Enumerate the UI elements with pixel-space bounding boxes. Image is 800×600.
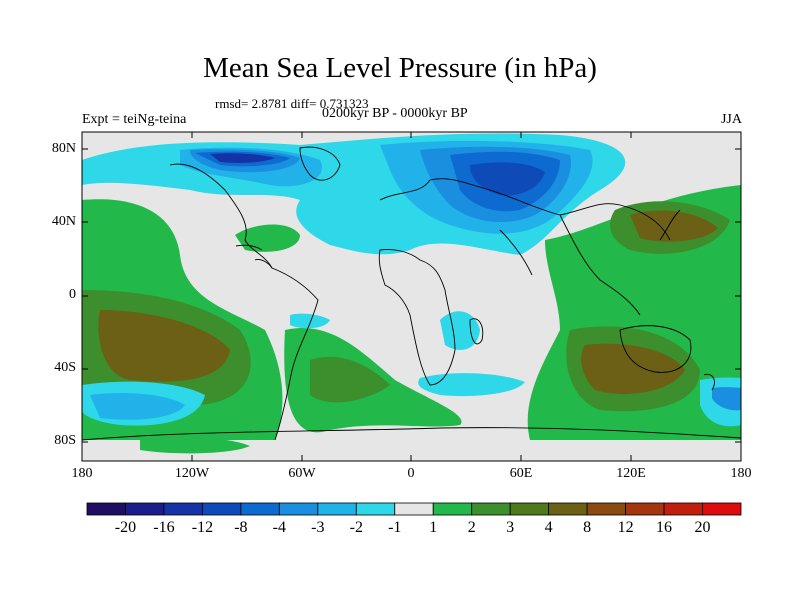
period-line: 0200kyr BP - 0000kyr BP <box>322 106 468 121</box>
season-label: JJA <box>720 112 742 127</box>
colorbar-swatch <box>471 502 511 516</box>
colorbar-swatch <box>355 502 396 516</box>
colorbar-label: 2 <box>467 519 476 536</box>
colorbar-swatch <box>586 502 626 516</box>
colorbar-label: -16 <box>153 519 175 536</box>
colorbar-label: -3 <box>311 519 325 536</box>
anomaly-region <box>140 437 250 454</box>
anomaly-region <box>235 224 300 252</box>
colorbar-swatch <box>125 502 165 516</box>
colorbar-swatch <box>163 502 203 516</box>
colorbar-swatch <box>317 502 357 516</box>
anomaly-region <box>90 393 185 420</box>
colorbar-label: 20 <box>694 519 711 536</box>
colorbar-swatch <box>432 502 473 516</box>
x-tick-label: 60W <box>288 466 316 481</box>
anomaly-region <box>418 373 525 397</box>
x-tick-label: 180 <box>730 466 752 481</box>
x-tick-label: 0 <box>407 466 415 481</box>
colorbar-swatch <box>278 502 319 516</box>
coastlines <box>82 146 741 441</box>
anomaly-region <box>210 153 275 163</box>
colorbar-swatch <box>86 502 126 516</box>
plot-title: Mean Sea Level Pressure (in hPa) <box>203 52 597 84</box>
colorbar-swatch <box>240 502 280 516</box>
colorbar-label: 12 <box>617 519 634 536</box>
y-tick-label: 40S <box>54 360 76 375</box>
colorbar-label: 3 <box>506 519 515 536</box>
colorbar-label: -20 <box>114 519 137 536</box>
colorbar-swatch <box>394 502 434 516</box>
anomaly-region <box>98 310 230 382</box>
anomaly-region <box>310 356 390 403</box>
anomaly-region <box>290 313 330 329</box>
x-tick-label: 120W <box>174 466 210 481</box>
y-tick-label: 0 <box>69 287 76 302</box>
colorbar-swatch <box>202 502 242 516</box>
x-tick-label: 60E <box>509 466 533 481</box>
y-tick-label: 40N <box>51 214 76 229</box>
colorbar-label: -1 <box>388 519 402 536</box>
colorbar-swatch <box>548 502 588 516</box>
colorbar-label: -4 <box>272 519 286 536</box>
colorbar-swatch <box>663 502 703 516</box>
anomaly-region <box>712 387 741 411</box>
y-tick-label: 80S <box>54 433 76 448</box>
colorbar <box>86 502 742 516</box>
experiment-label: Expt = teiNg-teina <box>82 112 187 127</box>
x-tick-label: 180 <box>71 466 93 481</box>
colorbar-swatch <box>509 502 550 516</box>
colorbar-label: 1 <box>429 519 438 536</box>
y-tick-label: 80N <box>51 141 76 156</box>
colorbar-label: -12 <box>191 519 214 536</box>
colorbar-label: -2 <box>349 519 363 536</box>
stats-line: rmsd= 2.8781 diff= 0.731323 <box>215 96 369 111</box>
colorbar-label: 8 <box>583 519 592 536</box>
anomaly-region <box>630 210 718 242</box>
axis-ticks <box>82 132 741 461</box>
anomaly-region <box>470 162 545 196</box>
colorbar-label: 4 <box>544 519 553 536</box>
anomaly-region <box>581 343 685 394</box>
map-field <box>82 132 741 461</box>
colorbar-swatch <box>625 502 665 516</box>
x-tick-label: 120E <box>616 466 646 481</box>
colorbar-swatch <box>702 502 742 516</box>
colorbar-label: -8 <box>234 519 248 536</box>
colorbar-label: 16 <box>656 519 673 536</box>
